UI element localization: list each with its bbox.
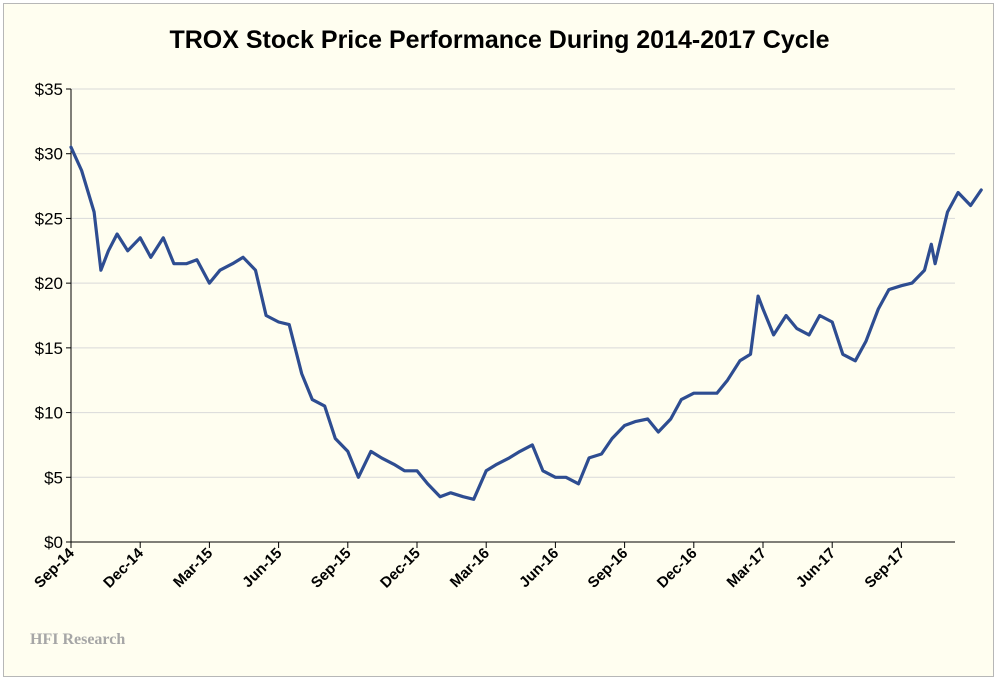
x-tick-label: Jun-17 — [793, 545, 839, 591]
x-tick-label: Jun-16 — [516, 545, 562, 591]
series-line-trox — [69, 145, 983, 501]
x-tick-label: Mar-16 — [447, 545, 493, 591]
x-tick-label: Sep-15 — [308, 545, 355, 592]
y-tick-label: $15 — [35, 339, 63, 358]
y-tick-label: $20 — [35, 274, 63, 293]
x-axis-ticks: Sep-14 Dec-14 Mar-15 Jun-15 Sep-15 Dec-15 Mar-… — [31, 542, 908, 592]
x-tick-label: Mar-15 — [170, 545, 216, 591]
x-tick-label: Dec-16 — [654, 545, 701, 592]
x-tick-label: Sep-16 — [585, 545, 632, 592]
y-tick-label: $30 — [35, 145, 63, 164]
chart-frame — [3, 3, 994, 677]
y-tick-label: $25 — [35, 209, 63, 228]
x-tick-label: Mar-17 — [724, 545, 770, 591]
y-tick-label: $10 — [35, 404, 63, 423]
grid-lines — [71, 88, 955, 478]
y-tick-label: $5 — [44, 468, 63, 487]
y-axis-ticks: $0 $5 $10 $15 $20 $25 $30 $35 — [35, 80, 71, 552]
axes — [70, 89, 955, 543]
y-tick-label: $35 — [35, 80, 63, 99]
x-tick-label: Sep-17 — [861, 545, 908, 592]
x-tick-label: Dec-14 — [100, 544, 147, 591]
x-tick-label: Dec-15 — [377, 545, 424, 592]
y-tick-label: $0 — [44, 533, 63, 552]
chart-title: TROX Stock Price Performance During 2014… — [169, 26, 830, 54]
watermark-text: HFI Research — [30, 631, 126, 648]
x-tick-label: Jun-15 — [239, 545, 285, 591]
